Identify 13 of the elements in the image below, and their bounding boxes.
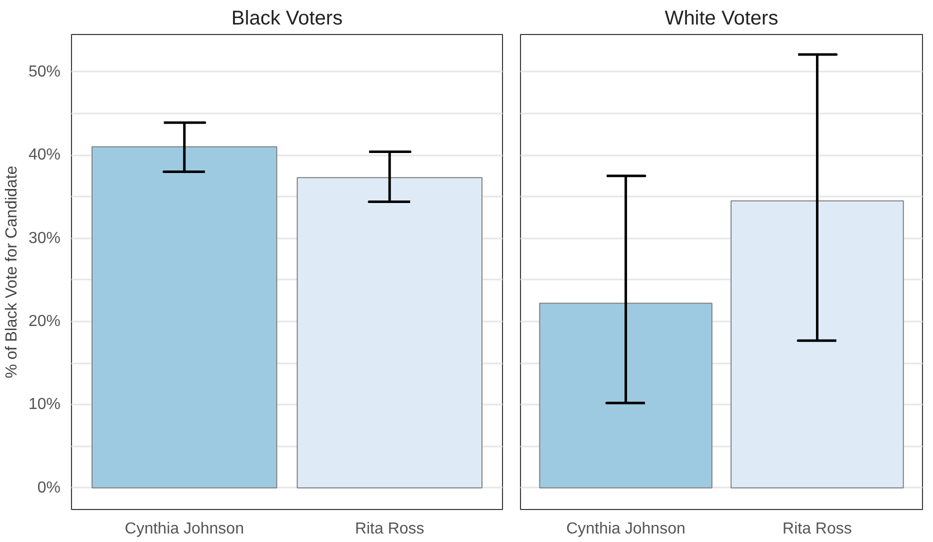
x-tick-label: Rita Ross <box>782 520 852 538</box>
y-tick-label: 20% <box>28 312 61 330</box>
x-tick-label: Cynthia Johnson <box>124 520 244 538</box>
y-tick-label: 30% <box>28 230 61 247</box>
x-tick-label: Rita Ross <box>354 520 424 538</box>
chart-title: White Voters <box>664 8 778 30</box>
y-tick-label: 50% <box>28 63 61 80</box>
y-axis-title: % of Black Vote for Candidate <box>3 166 20 378</box>
y-tick-label: 0% <box>37 479 60 496</box>
chart-title: Black Voters <box>231 8 343 30</box>
x-tick-label: Cynthia Johnson <box>566 520 686 538</box>
y-tick-label: 40% <box>28 146 61 164</box>
y-tick-label: 10% <box>28 396 61 414</box>
